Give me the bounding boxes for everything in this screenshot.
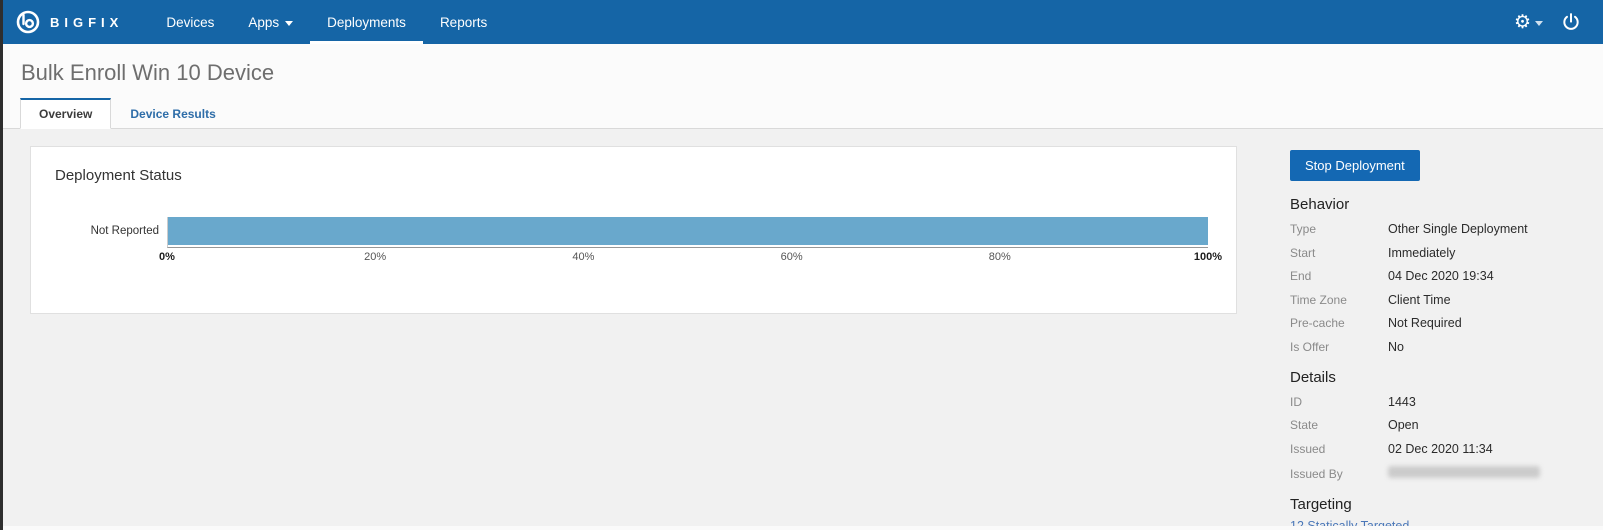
details-row-issued: Issued 02 Dec 2020 11:34 xyxy=(1290,442,1590,456)
nav-item-apps[interactable]: Apps xyxy=(231,0,310,44)
row-label: ID xyxy=(1290,394,1302,409)
power-icon xyxy=(1563,13,1579,30)
chevron-down-icon xyxy=(1535,21,1543,26)
behavior-row-start: Start Immediately xyxy=(1290,246,1590,260)
details-rows: ID 1443 State Open Issued 02 Dec 2020 11… xyxy=(1290,395,1590,481)
logout-button[interactable] xyxy=(1561,12,1581,32)
page-title: Bulk Enroll Win 10 Device xyxy=(21,60,275,85)
behavior-row-timezone: Time Zone Client Time xyxy=(1290,293,1590,307)
nav-items: Devices Apps Deployments Reports xyxy=(149,0,504,44)
deployment-status-card: Deployment Status Not Reported 0% 20% 40% 6… xyxy=(30,146,1237,314)
stop-deployment-button[interactable]: Stop Deployment xyxy=(1290,150,1420,181)
bar-category-label: Not Reported xyxy=(90,225,159,237)
targeting-heading: Targeting xyxy=(1290,496,1352,513)
row-value: Immediately xyxy=(1388,245,1456,260)
row-label: Issued By xyxy=(1290,467,1343,481)
status-bar xyxy=(168,217,1208,245)
nav-item-label: Devices xyxy=(166,14,215,30)
tab-overview[interactable]: Overview xyxy=(20,98,112,129)
nav-item-label: Reports xyxy=(439,14,488,30)
x-axis-tick: 100% xyxy=(1193,251,1223,263)
nav-item-label: Deployments xyxy=(327,14,406,30)
details-heading: Details xyxy=(1290,368,1336,386)
settings-menu-button[interactable]: ⚙ xyxy=(1514,13,1543,32)
row-value: Other Single Deployment xyxy=(1388,222,1528,236)
tab-device-results[interactable]: Device Results xyxy=(111,99,234,129)
deployment-status-chart: Not Reported 0% 20% 40% 60% 80% 100% xyxy=(55,217,1222,266)
top-navigation-bar: BIGFIX Devices Apps Deployments Reports … xyxy=(0,0,1603,44)
x-axis-tick: 80% xyxy=(988,251,1011,263)
page-header: Bulk Enroll Win 10 Device Overview Devic… xyxy=(0,44,1603,129)
row-label: End xyxy=(1290,269,1312,283)
axis-spacer xyxy=(55,248,167,266)
row-value: Open xyxy=(1388,418,1419,432)
behavior-rows: Type Other Single Deployment Start Immed… xyxy=(1290,222,1590,354)
brand-wordmark: BIGFIX xyxy=(50,14,124,30)
row-value: 1443 xyxy=(1388,394,1416,409)
details-row-id: ID 1443 xyxy=(1290,395,1590,409)
chart-title: Deployment Status xyxy=(55,167,182,184)
x-axis-tick: 40% xyxy=(572,251,595,263)
bigfix-logo-icon xyxy=(16,10,40,34)
details-row-state: State Open xyxy=(1290,418,1590,432)
row-value: 02 Dec 2020 11:34 xyxy=(1388,441,1493,456)
nav-item-reports[interactable]: Reports xyxy=(423,0,504,44)
row-value: No xyxy=(1388,339,1404,354)
chart-plot-area xyxy=(167,217,1208,248)
row-label: Pre-cache xyxy=(1290,316,1345,330)
nav-right-controls: ⚙ xyxy=(1514,0,1603,44)
chevron-down-icon xyxy=(285,20,294,26)
details-row-issued-by: Issued By xyxy=(1290,465,1590,481)
row-label: State xyxy=(1290,418,1319,432)
behavior-row-type: Type Other Single Deployment xyxy=(1290,222,1590,236)
behavior-row-precache: Pre-cache Not Required xyxy=(1290,316,1590,330)
row-label: Is Offer xyxy=(1290,339,1330,354)
nav-item-deployments[interactable]: Deployments xyxy=(310,0,423,44)
main-content: Deployment Status Not Reported 0% 20% 40% 6… xyxy=(0,129,1603,530)
deployment-side-panel: Stop Deployment Behavior Type Other Sing… xyxy=(1290,150,1590,530)
x-axis: 0% 20% 40% 60% 80% 100% xyxy=(55,248,1222,266)
statically-targeted-link[interactable]: 12 Statically Targeted xyxy=(1290,519,1410,530)
window-edge xyxy=(0,0,3,530)
tab-bar: Overview Device Results xyxy=(0,98,1603,129)
chart-row: Not Reported xyxy=(55,217,1208,248)
row-label: Time Zone xyxy=(1290,292,1347,307)
behavior-heading: Behavior xyxy=(1290,196,1350,213)
x-axis-tick: 0% xyxy=(159,251,175,263)
redacted-value xyxy=(1388,466,1540,478)
tab-label: Device Results xyxy=(130,107,216,121)
nav-item-devices[interactable]: Devices xyxy=(149,0,231,44)
footer-strip xyxy=(0,526,1603,530)
x-axis-tick: 60% xyxy=(780,251,803,263)
behavior-row-end: End 04 Dec 2020 19:34 xyxy=(1290,269,1590,283)
row-label: Issued xyxy=(1290,441,1326,456)
row-value: Not Required xyxy=(1388,316,1462,330)
bigfix-logo[interactable]: BIGFIX xyxy=(0,0,149,44)
row-label: Start xyxy=(1290,245,1316,260)
behavior-row-isoffer: Is Offer No xyxy=(1290,340,1590,354)
nav-item-label: Apps xyxy=(248,14,280,30)
row-value: 04 Dec 2020 19:34 xyxy=(1388,269,1494,283)
tab-label: Overview xyxy=(39,107,93,121)
row-value: Client Time xyxy=(1388,292,1451,307)
x-axis-ticks: 0% 20% 40% 60% 80% 100% xyxy=(159,248,1222,266)
gear-icon: ⚙ xyxy=(1513,11,1531,33)
row-label: Type xyxy=(1290,222,1317,236)
x-axis-tick: 20% xyxy=(364,251,387,263)
